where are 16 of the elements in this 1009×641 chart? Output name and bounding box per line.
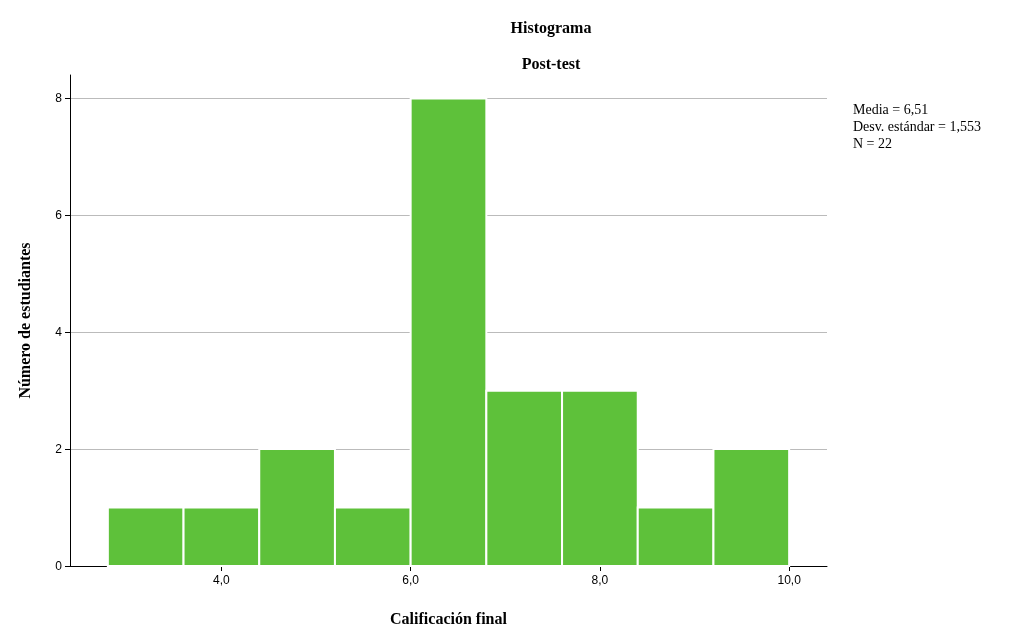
y-tick-label: 2 (55, 442, 63, 457)
x-axis-title: Calificación final (390, 609, 508, 627)
y-tick-label: 4 (55, 325, 63, 340)
text: Desv. estándar = 1,553 (853, 118, 981, 134)
text: Media = 6,51 (853, 101, 929, 117)
x-tick-label: 6,0 (402, 573, 420, 587)
y-axis-title: Número de estudiantes (15, 242, 33, 399)
y-tick-label: 0 (55, 559, 63, 573)
chart-subtitle: Post-test (521, 54, 581, 72)
chart-title: Histograma (510, 18, 592, 37)
x-tick-label: 8,0 (591, 573, 609, 587)
y-tick-label: 8 (55, 91, 63, 106)
text: N = 22 (853, 135, 893, 151)
x-tick-label: 10,0 (777, 573, 802, 587)
x-tick-label: 4,0 (213, 573, 231, 587)
y-tick-label: 6 (55, 208, 63, 223)
